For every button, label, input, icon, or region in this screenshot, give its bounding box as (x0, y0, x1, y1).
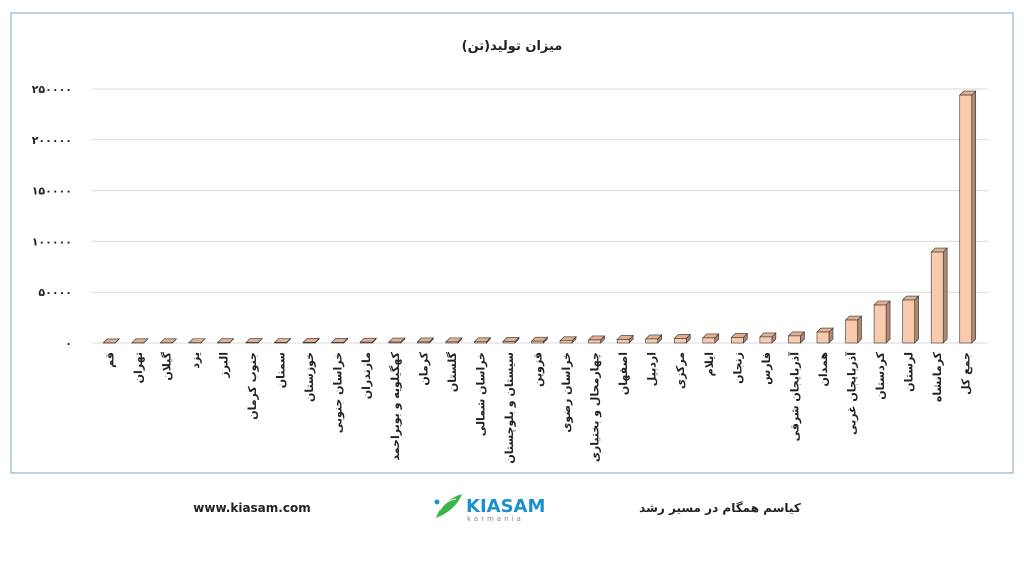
x-tick-label: یزد (189, 352, 202, 369)
chart-title: میزان تولید(تن) (462, 39, 563, 54)
x-tick-label: قم (103, 352, 116, 368)
logo-sub: karmania (467, 515, 524, 523)
bar (788, 336, 800, 343)
x-tick-label: کهگیلویه و بویراحمد (389, 351, 402, 460)
y-tick-label: ۰ (65, 337, 72, 350)
bar-side (915, 296, 919, 343)
x-tick-label: خراسان شمالی (474, 352, 487, 436)
bar (703, 338, 715, 343)
bar (931, 252, 943, 343)
bar (532, 341, 544, 343)
bar (646, 339, 658, 343)
x-tick-label: جمع کل (960, 352, 973, 395)
y-tick-label: ۵۰۰۰۰ (38, 286, 72, 299)
y-tick-label: ۱۵۰۰۰۰ (32, 185, 72, 198)
x-tick-label: سمنان (275, 352, 288, 388)
x-tick-label: آذربایجان شرقی (787, 352, 801, 442)
bar (589, 340, 601, 343)
bar (275, 342, 287, 343)
bar (417, 342, 429, 343)
y-tick-label: ۱۰۰۰۰۰ (32, 235, 72, 248)
x-tick-label: لرستان (903, 352, 916, 392)
bar (960, 95, 972, 343)
x-tick-label: اردبیل (646, 352, 659, 386)
bar (303, 342, 315, 343)
x-tick-label: خراسان جنوبی (332, 352, 345, 433)
x-tick-label: گلستان (446, 351, 459, 392)
x-tick-label: ایلام (703, 352, 716, 376)
x-tick-label: آذربایجان غربی (845, 352, 859, 435)
x-tick-label: جنوب کرمان (246, 352, 259, 420)
x-tick-label: فارس (760, 352, 773, 385)
x-tick-label: اصفهان (617, 352, 630, 395)
bar (617, 339, 629, 343)
logo-leaf (436, 494, 462, 518)
bar-side (972, 91, 976, 343)
x-tick-label: گیلان (160, 351, 173, 380)
bar (731, 337, 743, 343)
bar (760, 337, 772, 343)
bar-side (943, 248, 947, 343)
x-tick-label: سیستان و بلوچستان (503, 352, 516, 464)
slogan: کیاسم همگام در مسیر رشد (639, 501, 801, 516)
x-tick-label: زنجان (731, 352, 744, 384)
bar (474, 342, 486, 343)
x-tick-label: البرز (217, 352, 230, 379)
x-tick-label: خوزستان (303, 352, 316, 402)
x-tick-label: خراسان رضوی (560, 352, 573, 433)
bar (360, 342, 372, 343)
bar (903, 300, 915, 343)
x-tick-label: کرمانشاه (931, 351, 944, 402)
bar (674, 338, 686, 343)
y-tick-label: ۲۰۰۰۰۰ (32, 134, 72, 147)
x-tick-label: مرکزی (674, 352, 687, 389)
bar-side (858, 316, 862, 343)
bar (846, 320, 858, 343)
x-tick-label: همدان (817, 352, 830, 387)
logo-dot (435, 500, 440, 505)
x-tick-label: کرمان (417, 351, 430, 385)
logo: KIASAM karmania (435, 494, 546, 523)
bar (446, 342, 458, 343)
bar (389, 342, 401, 343)
bar-side (886, 301, 890, 343)
x-tick-label: مازندران (360, 352, 373, 399)
bar (817, 332, 829, 343)
x-tick-label: قزوین (532, 352, 545, 387)
bar (332, 342, 344, 343)
y-tick-label: ۲۵۰۰۰۰ (32, 83, 72, 96)
x-tick-label: کردستان (874, 351, 887, 399)
logo-name: KIASAM (466, 496, 545, 517)
website: www.kiasam.com (193, 501, 310, 515)
x-tick-label: چهارمحال و بختیاری (589, 352, 602, 462)
bar (560, 341, 572, 343)
bar (503, 341, 515, 343)
bar (874, 305, 886, 343)
x-tick-label: تهران (132, 352, 145, 383)
